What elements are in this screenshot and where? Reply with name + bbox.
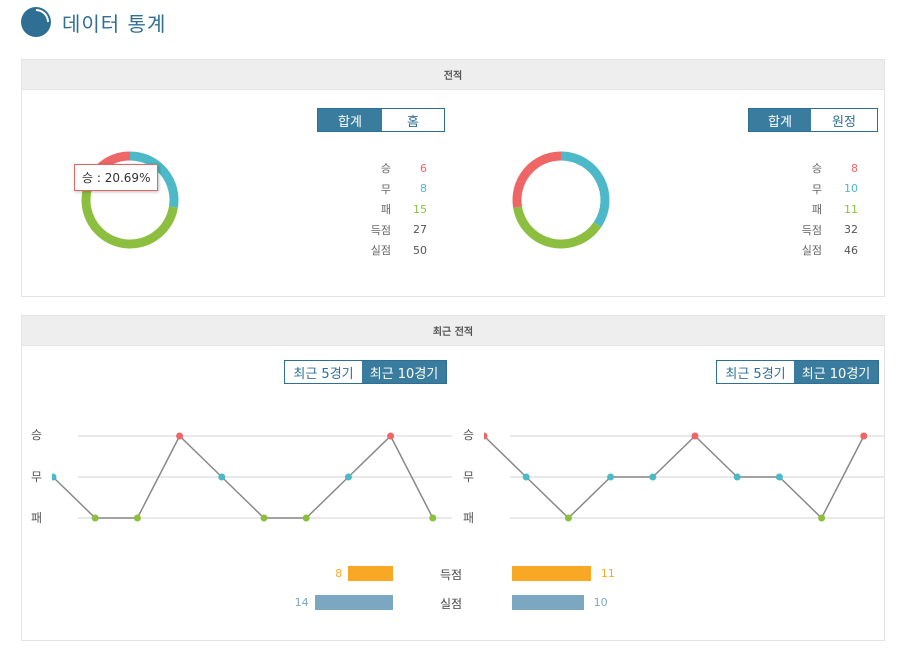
stat-goals-for-value: 27 — [413, 223, 427, 237]
tab-total-right[interactable]: 합계 — [749, 109, 811, 131]
right-donut-slice-draw[interactable] — [560, 151, 610, 228]
tab-total-left[interactable]: 합계 — [318, 109, 382, 131]
stat-row-loss: 패 15 — [380, 202, 427, 217]
right-trend-line — [484, 434, 865, 520]
left-trend-point-1[interactable] — [52, 473, 57, 481]
stat-win-value: 8 — [851, 161, 858, 175]
right-donut-slice-win[interactable] — [512, 151, 562, 208]
right-record-tabs: 합계 원정 — [748, 108, 878, 132]
stat-draw-value: 10 — [844, 182, 858, 196]
compare-bar-right-1 — [512, 595, 584, 610]
stat-goals-against-value: 46 — [844, 243, 858, 257]
right-trend-chart — [484, 432, 884, 522]
left-trend-point-2[interactable] — [91, 514, 99, 522]
stat-row-goals-against: 실점 50 — [370, 243, 427, 258]
compare-value-right-0: 11 — [600, 567, 615, 580]
left-trend-point-5[interactable] — [218, 473, 226, 481]
tab-recent-10-left[interactable]: 최근 10경기 — [362, 361, 446, 383]
page-header: 데이터 통계 — [20, 4, 166, 40]
stat-loss-value: 15 — [413, 202, 427, 216]
tab-home[interactable]: 홈 — [382, 109, 444, 131]
stat-draw-value: 8 — [420, 182, 427, 196]
right-donut-slice-loss[interactable] — [513, 206, 602, 249]
stat-row-draw: 무 10 — [811, 182, 858, 196]
left-trend-point-3[interactable] — [133, 514, 141, 522]
right-trend-point-7[interactable] — [733, 473, 741, 481]
stat-row-goals-for: 득점 32 — [801, 223, 858, 237]
right-trend-point-6[interactable] — [691, 432, 699, 440]
stat-row-loss: 패 11 — [811, 202, 858, 217]
pie-chart-icon — [21, 7, 51, 37]
tab-away[interactable]: 원정 — [811, 109, 877, 131]
y-label-loss-left: 패 — [31, 511, 43, 525]
recent-panel: 최근 전적 최근 5경기 최근 10경기 최근 5경기 최근 10경기 승 무 … — [21, 315, 885, 641]
y-label-win-left: 승 — [31, 428, 43, 442]
page-title: 데이터 통계 — [62, 11, 167, 36]
stat-row-goals-against: 실점 46 — [801, 243, 858, 258]
right-trend-point-8[interactable] — [775, 473, 783, 481]
y-label-loss-right: 패 — [463, 511, 475, 525]
right-record-donut[interactable] — [509, 148, 613, 252]
left-trend-point-8[interactable] — [344, 473, 352, 481]
left-donut-slice-loss[interactable] — [81, 187, 178, 249]
stat-goals-for-value: 32 — [844, 223, 858, 237]
right-trend-point-10[interactable] — [860, 432, 868, 440]
compare-value-right-1: 10 — [593, 596, 608, 609]
stat-win-value: 6 — [420, 161, 427, 175]
tab-recent-5-right[interactable]: 최근 5경기 — [717, 361, 794, 383]
compare-value-left-1: 14 — [294, 596, 309, 609]
y-label-draw-right: 무 — [463, 470, 475, 484]
right-trend-point-3[interactable] — [564, 514, 572, 522]
record-panel-header: 전적 — [22, 60, 884, 90]
right-trend-point-2[interactable] — [522, 473, 530, 481]
tab-recent-10-right[interactable]: 최근 10경기 — [794, 361, 878, 383]
left-trend-point-6[interactable] — [260, 514, 268, 522]
compare-bar-left-0 — [348, 566, 393, 581]
donut-tooltip: 승 : 20.69% — [74, 164, 159, 191]
compare-label-0: 득점 — [440, 568, 463, 582]
right-recent-tabs: 최근 5경기 최근 10경기 — [716, 360, 879, 384]
y-label-win-right: 승 — [463, 428, 475, 442]
left-trend-point-4[interactable] — [176, 432, 184, 440]
stat-loss-value: 11 — [844, 202, 858, 216]
compare-bar-right-0 — [512, 566, 591, 581]
left-trend-point-9[interactable] — [387, 432, 395, 440]
right-trend-point-1[interactable] — [484, 432, 488, 440]
compare-value-left-0: 8 — [335, 567, 343, 580]
recent-panel-header: 최근 전적 — [22, 316, 884, 346]
stat-goals-against-value: 50 — [413, 243, 427, 257]
left-trend-point-10[interactable] — [429, 514, 437, 522]
left-recent-tabs: 최근 5경기 최근 10경기 — [284, 360, 447, 384]
left-trend-chart — [52, 432, 452, 522]
stat-row-goals-for: 득점 27 — [370, 223, 427, 237]
left-donut-slice-draw[interactable] — [129, 151, 179, 208]
compare-bar-left-1 — [314, 595, 393, 610]
left-trend-point-7[interactable] — [302, 514, 310, 522]
tab-recent-5-left[interactable]: 최근 5경기 — [285, 361, 362, 383]
y-label-draw-left: 무 — [31, 470, 43, 484]
right-trend-point-4[interactable] — [607, 473, 615, 481]
left-trend-line — [52, 434, 434, 519]
left-record-tabs: 합계 홈 — [317, 108, 445, 132]
compare-label-1: 실점 — [440, 597, 463, 611]
right-trend-point-5[interactable] — [649, 473, 657, 481]
right-trend-point-9[interactable] — [818, 514, 826, 522]
